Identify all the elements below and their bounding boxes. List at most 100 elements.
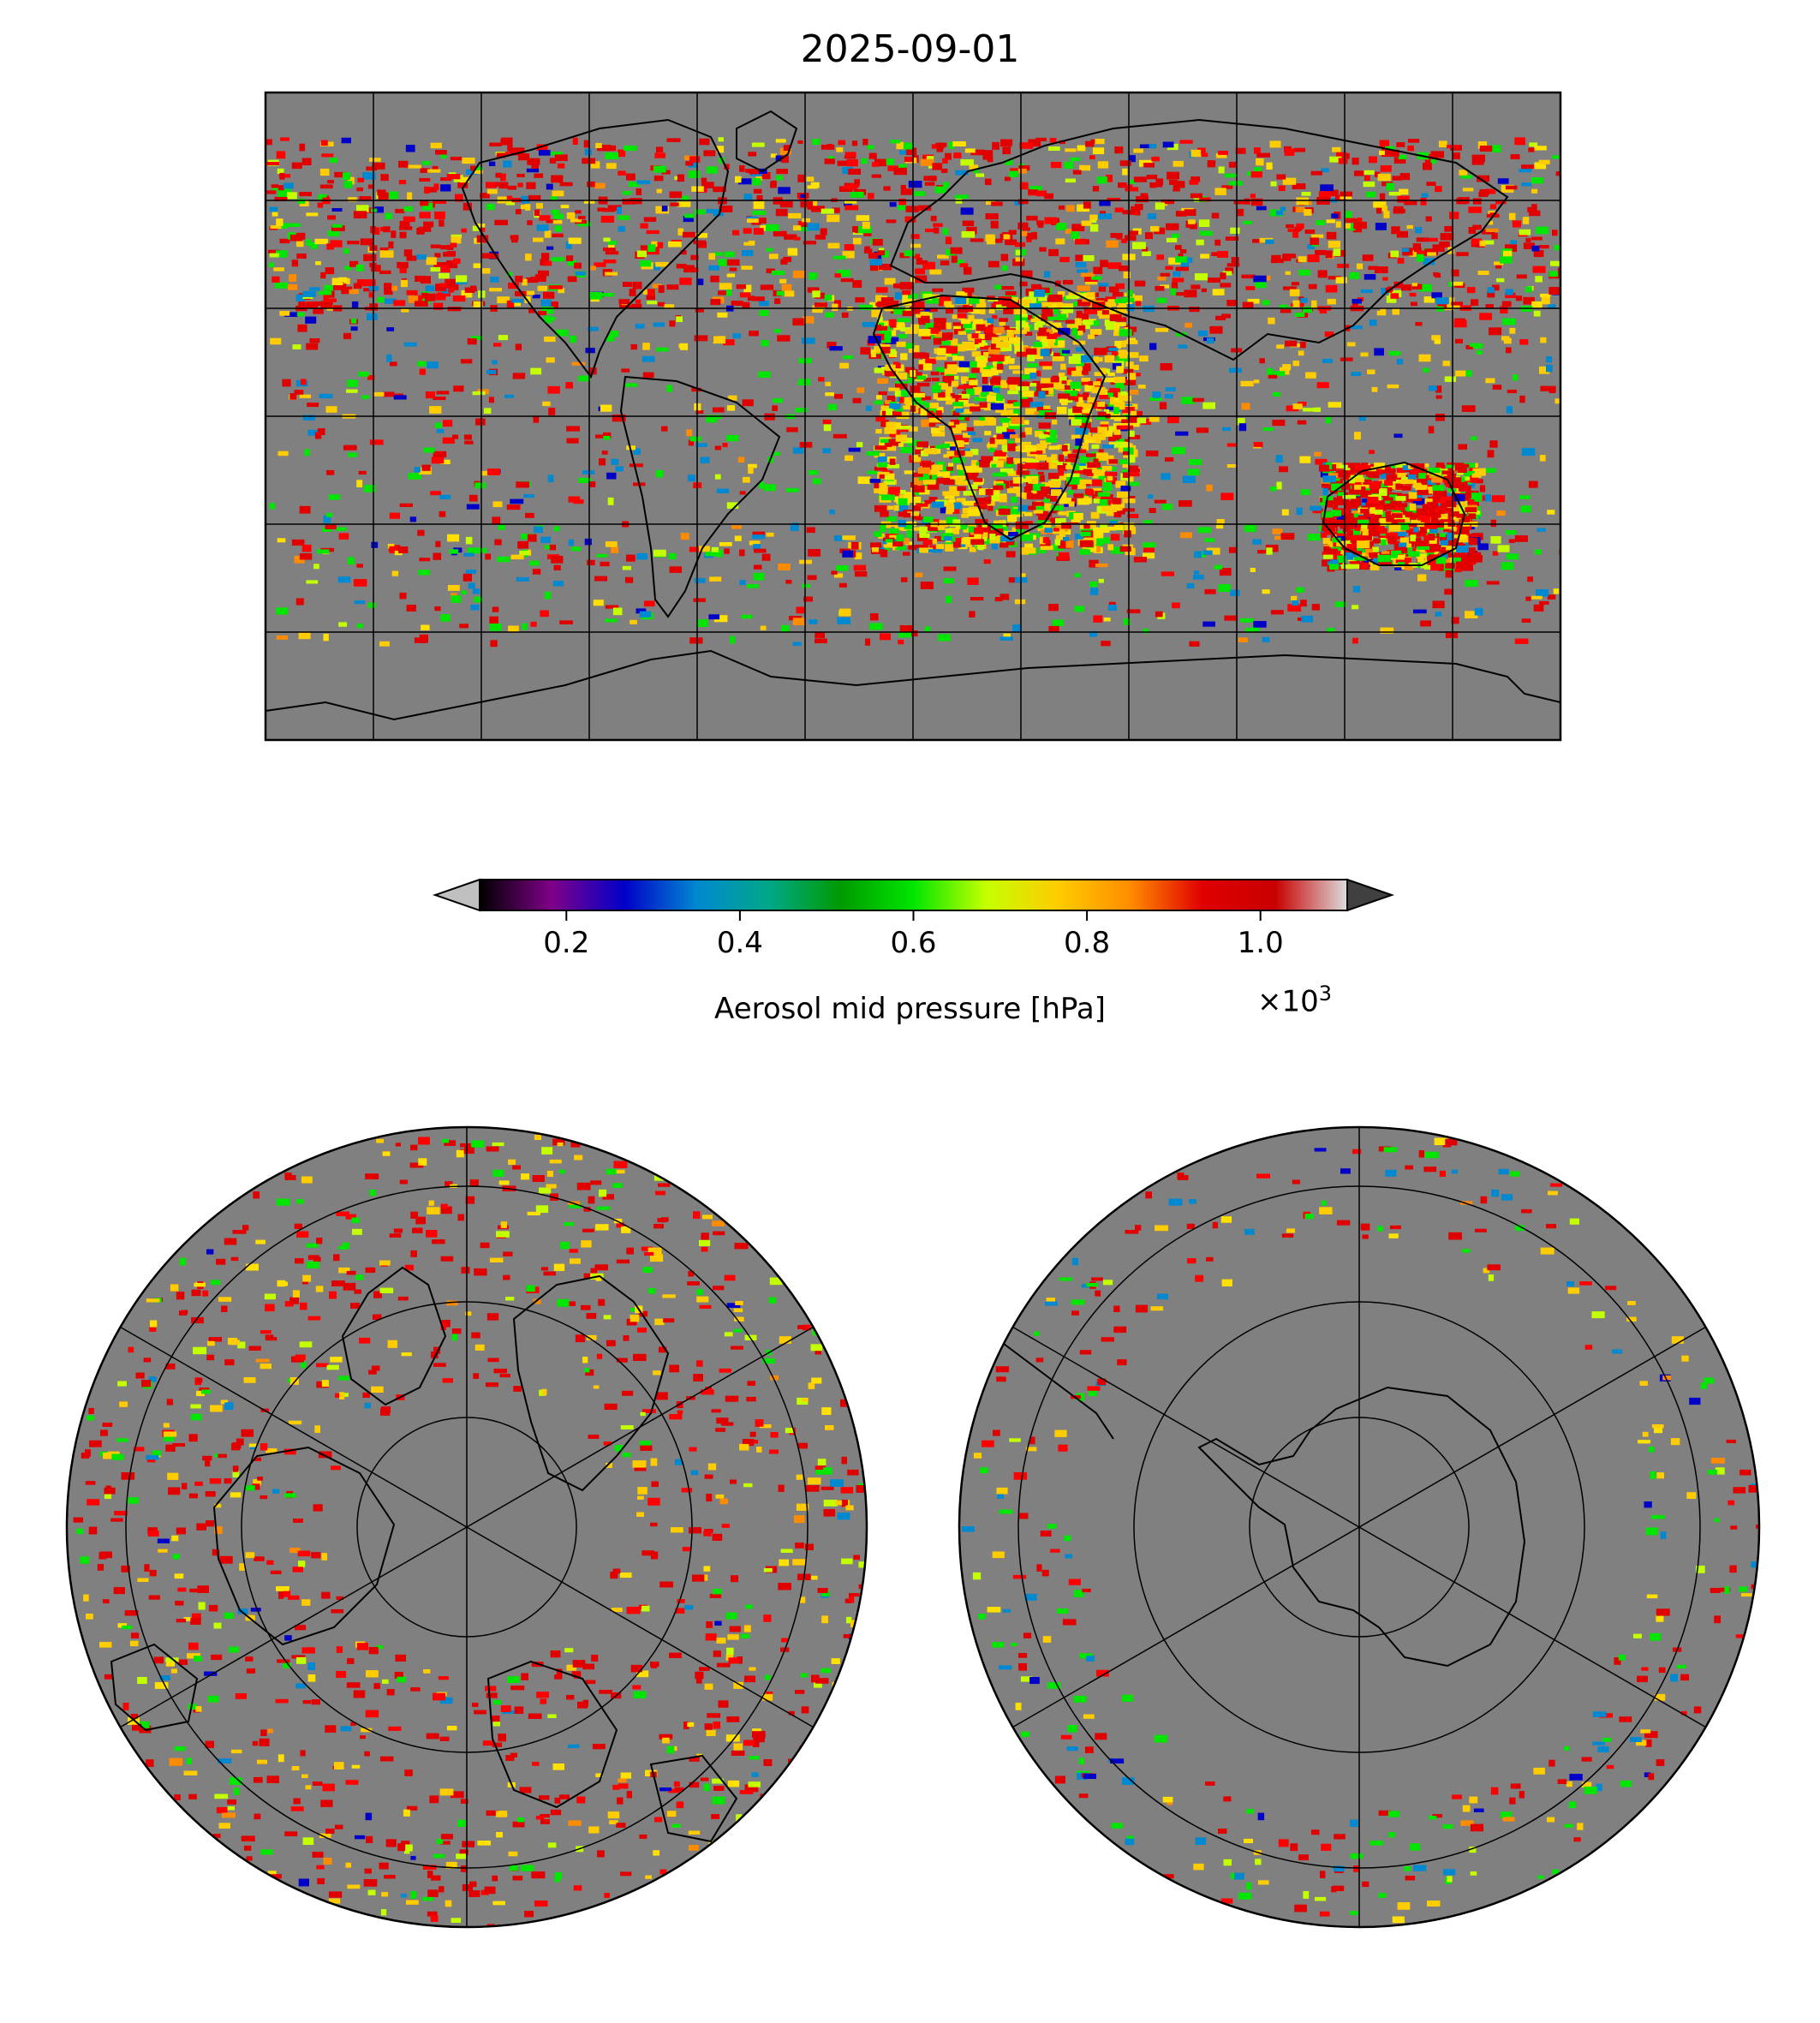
aerosol-pixel bbox=[1215, 315, 1226, 320]
aerosol-pixel bbox=[727, 405, 736, 411]
aerosol-pixel bbox=[1082, 417, 1090, 423]
aerosol-pixel bbox=[1296, 197, 1309, 206]
aerosol-pixel bbox=[957, 313, 967, 319]
aerosol-pixel bbox=[1456, 514, 1467, 518]
aerosol-pixel bbox=[391, 570, 399, 576]
aerosol-pixel bbox=[584, 538, 592, 546]
aerosol-pixel bbox=[1106, 509, 1119, 516]
aerosol-pixel bbox=[439, 219, 445, 227]
aerosol-pixel bbox=[1346, 211, 1352, 219]
aerosol-pixel bbox=[875, 287, 888, 293]
aerosol-pixel bbox=[1479, 313, 1492, 320]
aerosol-pixel bbox=[771, 271, 785, 276]
aerosol-pixel bbox=[1022, 227, 1030, 231]
aerosol-pixel bbox=[272, 276, 280, 283]
aerosol-pixel bbox=[447, 534, 460, 542]
aerosol-pixel bbox=[1548, 287, 1560, 295]
aerosol-pixel bbox=[326, 512, 333, 517]
aerosol-pixel bbox=[724, 164, 730, 170]
aerosol-pixel bbox=[1000, 418, 1012, 423]
aerosol-pixel bbox=[955, 440, 964, 448]
aerosol-pixel bbox=[504, 394, 514, 398]
aerosol-pixel bbox=[711, 546, 719, 552]
aerosol-pixel bbox=[1160, 284, 1170, 289]
aerosol-pixel bbox=[1036, 333, 1044, 340]
aerosol-pixel bbox=[1180, 532, 1192, 539]
aerosol-pixel bbox=[1357, 482, 1369, 490]
aerosol-pixel bbox=[1160, 272, 1171, 277]
aerosol-pixel bbox=[1402, 465, 1411, 470]
aerosol-pixel bbox=[1040, 486, 1050, 495]
aerosol-pixel bbox=[1093, 615, 1103, 623]
aerosol-pixel bbox=[1206, 484, 1213, 492]
aerosol-pixel bbox=[1513, 374, 1519, 381]
aerosol-pixel bbox=[1352, 637, 1358, 644]
aerosol-pixel bbox=[766, 248, 773, 252]
aerosol-pixel bbox=[1423, 163, 1432, 170]
aerosol-pixel bbox=[500, 139, 512, 143]
aerosol-pixel bbox=[1007, 470, 1019, 476]
aerosol-pixel bbox=[1447, 509, 1455, 517]
aerosol-pixel bbox=[1111, 503, 1125, 510]
aerosol-pixel bbox=[1328, 562, 1340, 570]
aerosol-pixel bbox=[1354, 432, 1361, 440]
aerosol-pixel bbox=[1044, 503, 1052, 511]
aerosol-pixel bbox=[974, 334, 985, 339]
aerosol-pixel bbox=[1305, 372, 1316, 379]
aerosol-pixel bbox=[1214, 564, 1223, 570]
aerosol-pixel bbox=[839, 608, 851, 617]
aerosol-pixel bbox=[379, 247, 389, 252]
aerosol-pixel bbox=[1072, 170, 1082, 175]
aerosol-pixel bbox=[995, 341, 1010, 349]
aerosol-pixel bbox=[1130, 410, 1143, 417]
aerosol-pixel bbox=[915, 449, 923, 455]
aerosol-pixel bbox=[515, 343, 522, 350]
aerosol-pixel bbox=[1031, 490, 1038, 495]
aerosol-pixel bbox=[278, 185, 284, 191]
aerosol-pixel bbox=[680, 533, 689, 540]
aerosol-pixel bbox=[643, 600, 655, 607]
aerosol-pixel bbox=[1225, 267, 1234, 274]
aerosol-pixel bbox=[1178, 344, 1188, 349]
aerosol-pixel bbox=[1445, 631, 1459, 639]
aerosol-pixel bbox=[450, 242, 457, 248]
aerosol-pixel bbox=[306, 212, 319, 217]
aerosol-pixel bbox=[935, 142, 947, 147]
aerosol-pixel bbox=[1554, 398, 1560, 404]
aerosol-pixel bbox=[383, 226, 391, 233]
aerosol-pixel bbox=[926, 156, 934, 161]
aerosol-pixel bbox=[936, 407, 944, 413]
aerosol-pixel bbox=[880, 524, 886, 532]
aerosol-pixel bbox=[1440, 553, 1448, 559]
aerosol-pixel bbox=[588, 326, 599, 331]
aerosol-pixel bbox=[1090, 224, 1099, 232]
aerosol-pixel bbox=[1384, 480, 1393, 486]
aerosol-pixel bbox=[1316, 220, 1326, 225]
aerosol-pixel bbox=[931, 385, 941, 393]
aerosol-pixel bbox=[1430, 151, 1444, 158]
aerosol-pixel bbox=[855, 297, 865, 303]
aerosol-pixel bbox=[1479, 146, 1493, 152]
aerosol-pixel bbox=[1323, 531, 1335, 535]
aerosol-pixel bbox=[780, 624, 790, 633]
aerosol-pixel bbox=[1031, 231, 1037, 240]
aerosol-pixel bbox=[1052, 322, 1062, 329]
aerosol-pixel bbox=[1501, 301, 1512, 307]
aerosol-pixel bbox=[1161, 504, 1173, 510]
aerosol-pixel bbox=[732, 230, 740, 236]
aerosol-pixel bbox=[296, 312, 305, 317]
aerosol-pixel bbox=[1280, 309, 1292, 313]
aerosol-pixel bbox=[1253, 275, 1267, 283]
aerosol-pixel bbox=[566, 212, 576, 219]
aerosol-pixel bbox=[1262, 300, 1270, 306]
aerosol-pixel bbox=[1087, 334, 1095, 339]
aerosol-pixel bbox=[894, 526, 909, 531]
aerosol-pixel bbox=[1040, 287, 1050, 293]
aerosol-pixel bbox=[516, 209, 522, 215]
aerosol-pixel bbox=[1404, 565, 1413, 570]
aerosol-pixel bbox=[1397, 258, 1405, 264]
aerosol-pixel bbox=[1300, 489, 1310, 496]
aerosol-pixel bbox=[945, 152, 952, 160]
aerosol-pixel bbox=[399, 226, 413, 230]
aerosol-pixel bbox=[929, 176, 936, 182]
